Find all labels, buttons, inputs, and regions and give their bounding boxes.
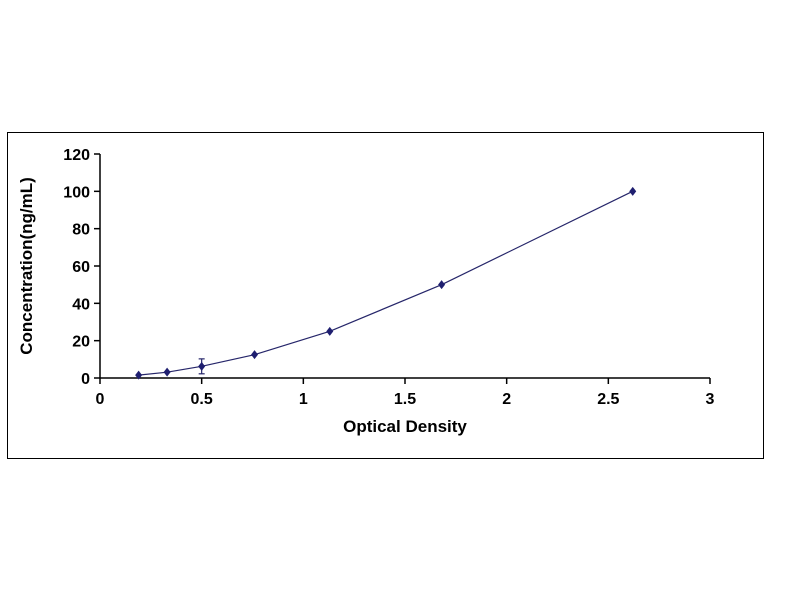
- x-tick-label: 2: [502, 391, 511, 408]
- x-axis-title: Optical Density: [343, 417, 467, 436]
- x-tick-label: 2.5: [597, 391, 619, 408]
- data-point-marker: [629, 186, 637, 196]
- y-tick-label: 0: [81, 371, 90, 388]
- x-tick-label: 0.5: [191, 391, 213, 408]
- data-point-marker: [438, 280, 446, 290]
- y-tick-label: 60: [72, 259, 90, 276]
- plot-area: 0 0.5 1 1.5 2 2.5 3 0 20 40 60 80 100 120: [63, 147, 714, 408]
- y-tick-label: 100: [63, 184, 90, 201]
- y-tick-label: 80: [72, 222, 90, 239]
- data-point-marker: [163, 367, 171, 377]
- x-tick-label: 1.5: [394, 391, 416, 408]
- curve-line: [138, 190, 633, 376]
- data-point-marker: [251, 350, 259, 360]
- data-point-marker: [198, 361, 206, 371]
- y-tick-label: 120: [63, 147, 90, 164]
- y-tick-label: 40: [72, 296, 90, 313]
- x-tick-label: 3: [706, 391, 715, 408]
- y-tick-label: 20: [72, 334, 90, 351]
- y-axis-title: Concentration(ng/mL): [17, 177, 36, 355]
- x-tick-label: 0: [96, 391, 105, 408]
- data-point-marker: [326, 326, 334, 336]
- data-point-marker: [135, 370, 143, 380]
- standard-curve-chart: 0 0.5 1 1.5 2 2.5 3 0 20 40 60 80 100 120 Optical Den…: [7, 132, 764, 459]
- chart-svg: 0 0.5 1 1.5 2 2.5 3 0 20 40 60 80 100 120 Optical Den…: [17, 147, 715, 436]
- x-tick-label: 1: [299, 391, 308, 408]
